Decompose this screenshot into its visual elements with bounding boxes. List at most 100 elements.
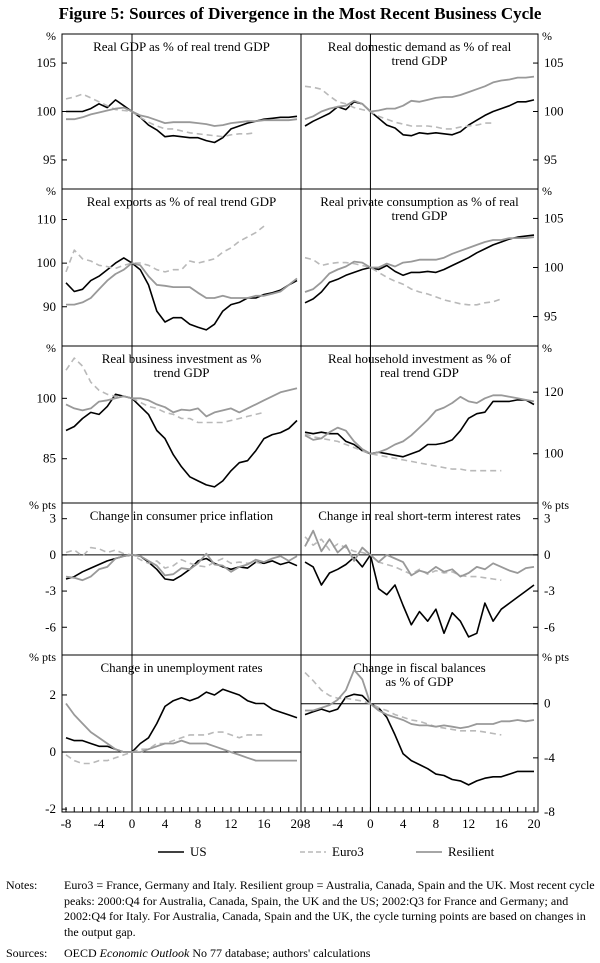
series-us	[65, 393, 298, 488]
y-tick-label: 105	[544, 210, 564, 225]
x-tick-label: 20	[528, 816, 541, 831]
series-resilient	[304, 75, 535, 121]
chart-panel-9: Change in unemployment rates	[62, 655, 301, 812]
y-tick-label: 95	[43, 152, 56, 167]
panel-title-line: trend GDP	[392, 208, 448, 223]
panel-title-line: Change in fiscal balances	[353, 660, 485, 675]
series-euro3	[304, 432, 502, 472]
legend-label-us: US	[190, 844, 207, 859]
y-tick-label: 3	[50, 511, 57, 526]
y-tick-label: -6	[544, 619, 555, 634]
notes: Notes: Euro3 = France, Germany and Italy…	[6, 878, 596, 940]
notes-label: Notes:	[6, 878, 38, 892]
y-tick-label: 105	[544, 55, 564, 70]
unit-label: % pts	[29, 498, 56, 512]
x-tick-label: 16	[495, 816, 509, 831]
series-euro3	[304, 672, 502, 736]
y-tick-label: 0	[544, 547, 551, 562]
legend-label-euro3: Euro3	[332, 844, 364, 859]
legend-label-resilient: Resilient	[448, 844, 495, 859]
x-tick-label: -4	[94, 816, 105, 831]
sources-post: No 77 database; authors' calculations	[189, 946, 371, 960]
y-tick-label: 3	[544, 511, 551, 526]
series-euro3	[304, 536, 502, 581]
y-tick-label: -6	[45, 619, 56, 634]
series-resilient	[304, 529, 535, 578]
x-tick-label: 4	[400, 816, 407, 831]
series-resilient	[65, 702, 297, 762]
y-tick-label: 100	[37, 390, 57, 405]
series-us	[65, 688, 298, 753]
unit-label: % pts	[542, 498, 569, 512]
series-euro3	[65, 731, 264, 765]
x-tick-label: 16	[258, 816, 272, 831]
series-resilient	[65, 552, 298, 582]
x-tick-label: 12	[462, 816, 475, 831]
panel-title-line: Real GDP as % of real trend GDP	[93, 39, 270, 54]
series-euro3	[65, 546, 265, 569]
y-tick-label: -4	[544, 750, 555, 765]
series-euro3	[65, 357, 265, 424]
y-tick-label: 95	[544, 309, 557, 324]
x-tick-label: 8	[195, 816, 202, 831]
x-tick-label: -4	[332, 816, 343, 831]
x-tick-label: 8	[433, 816, 440, 831]
series-resilient	[66, 106, 298, 127]
sources: Sources: OECD Economic Outlook No 77 dat…	[6, 946, 596, 961]
sources-label: Sources:	[6, 946, 48, 960]
y-tick-label: -3	[45, 583, 56, 598]
unit-label: %	[46, 341, 56, 355]
panel-title-line: as % of GDP	[385, 674, 453, 689]
x-tick-label: 0	[367, 816, 374, 831]
chart-panel-1: Real GDP as % of real trend GDP	[62, 34, 298, 189]
series-resilient	[304, 394, 535, 455]
y-tick-label: 100	[544, 446, 564, 461]
series-us	[304, 234, 535, 304]
chart-panel-7: Change in consumer price inflation	[62, 503, 301, 655]
series-euro3	[304, 256, 502, 306]
panel-title-line: real trend GDP	[380, 365, 459, 380]
y-tick-label: 120	[544, 384, 564, 399]
panel-title-line: Real household investment as % of	[328, 351, 512, 366]
series-resilient	[65, 387, 298, 418]
series-us	[304, 693, 534, 786]
series-euro3	[65, 93, 256, 138]
y-tick-label: 100	[544, 260, 564, 275]
series-resilient	[66, 262, 298, 306]
series-us	[304, 399, 535, 458]
panel-title-line: trend GDP	[154, 365, 210, 380]
y-tick-label: 0	[50, 744, 57, 759]
y-tick-label: 110	[37, 212, 56, 227]
x-tick-label: -8	[300, 816, 311, 831]
y-tick-label: 105	[37, 55, 57, 70]
y-tick-label: 85	[43, 451, 56, 466]
series-resilient	[304, 236, 535, 293]
y-tick-label: -2	[45, 801, 56, 816]
sources-italic: Economic Outlook	[99, 946, 190, 960]
y-tick-label: -8	[544, 804, 555, 819]
unit-label: %	[542, 341, 552, 355]
figure-title: Figure 5: Sources of Divergence in the M…	[58, 4, 542, 23]
y-tick-label: -3	[544, 583, 555, 598]
plot-frame	[61, 33, 539, 813]
y-tick-label: 2	[50, 687, 57, 702]
x-tick-label: 20	[291, 816, 304, 831]
y-tick-label: 100	[37, 104, 57, 119]
chart-panel-4: Real private consumption as % of realtre…	[304, 189, 538, 346]
panel-title-line: Change in unemployment rates	[100, 660, 262, 675]
x-tick-label: 4	[162, 816, 169, 831]
y-tick-label: 0	[544, 696, 551, 711]
sources-text: OECD Economic Outlook No 77 database; au…	[64, 946, 596, 961]
unit-label: %	[46, 29, 56, 43]
x-tick-label: 0	[129, 816, 136, 831]
series-euro3	[304, 85, 494, 130]
series-us	[304, 554, 535, 638]
unit-label: %	[542, 184, 552, 198]
unit-label: %	[46, 184, 56, 198]
series-resilient	[305, 669, 535, 729]
series-us	[304, 99, 535, 137]
